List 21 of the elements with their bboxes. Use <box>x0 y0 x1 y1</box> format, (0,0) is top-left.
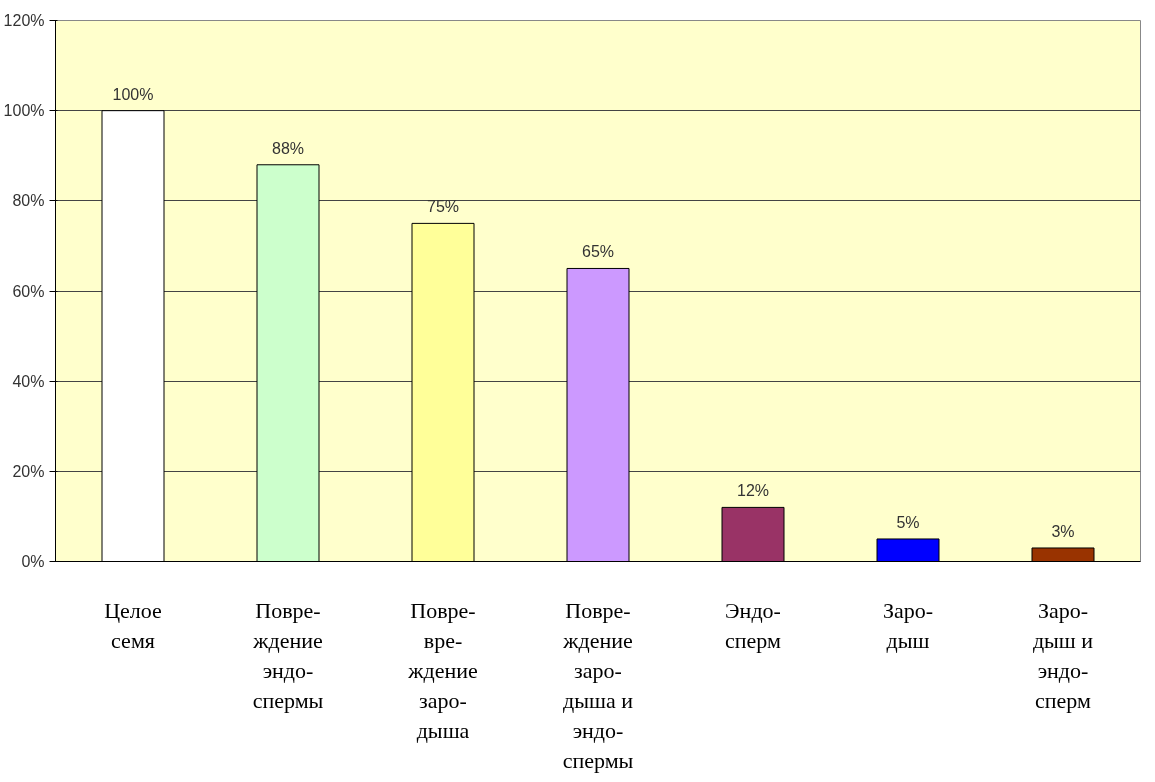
y-tick-label: 120% <box>3 12 45 29</box>
y-tick-label: 0% <box>21 553 45 570</box>
x-tick-label: Заро- дыш и эндо- сперм <box>1032 597 1094 713</box>
y-tick-label: 100% <box>3 102 45 120</box>
data-label: 12% <box>736 482 770 500</box>
data-label: 65% <box>581 243 615 261</box>
data-label: 88% <box>271 139 305 157</box>
x-tick-label: Повре- вре- ждение заро- дыша <box>407 597 478 743</box>
x-tick-label: Заро- дыш <box>882 597 934 653</box>
x-tick-label: Эндо- сперм <box>725 597 782 653</box>
x-tick-label: Повре- ждение эндо- спермы <box>252 597 324 713</box>
y-tick-label: 20% <box>12 462 45 480</box>
y-tick-label: 60% <box>12 282 45 300</box>
data-label: 5% <box>896 513 920 531</box>
y-tick-label: 40% <box>12 372 45 390</box>
x-tick-label: Повре- ждение заро- дыша и эндо- спермы <box>562 597 634 773</box>
x-tick-label: Целое семя <box>104 597 162 653</box>
data-label: 3% <box>1051 522 1075 540</box>
data-label: 100% <box>112 85 154 103</box>
y-tick-label: 80% <box>12 192 45 210</box>
data-label: 75% <box>426 198 460 216</box>
